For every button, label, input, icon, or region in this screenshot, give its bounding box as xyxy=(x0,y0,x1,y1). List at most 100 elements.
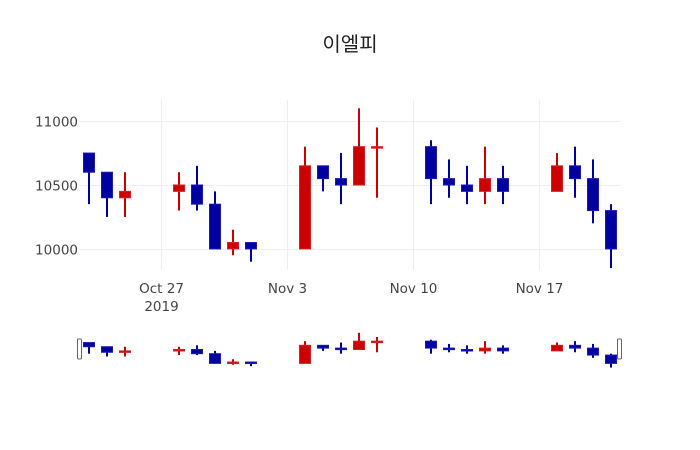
candle-down[interactable] xyxy=(605,204,617,269)
x-tick-year-label: 2019 xyxy=(144,299,178,315)
candle-body xyxy=(425,146,437,180)
candle-body xyxy=(101,346,113,353)
slider-candle-up[interactable] xyxy=(173,346,185,356)
candle-body xyxy=(317,165,329,180)
slider-candle-down[interactable] xyxy=(317,344,329,351)
candle-body xyxy=(587,178,599,212)
slider-candle-down[interactable] xyxy=(569,341,581,353)
candle-up[interactable] xyxy=(119,172,131,217)
candle-body xyxy=(605,210,617,250)
candle-up[interactable] xyxy=(173,172,185,211)
slider-candle-down[interactable] xyxy=(191,345,203,356)
slider-candle-down[interactable] xyxy=(245,361,257,367)
candle-body xyxy=(299,344,311,364)
candle-body xyxy=(551,165,563,192)
slider-candle-down[interactable] xyxy=(83,342,95,354)
candle-body xyxy=(353,340,365,351)
x-axis-ticks: Oct 27 2019 Nov 3 Nov 10 Nov 17 xyxy=(139,281,563,315)
candle-body xyxy=(569,344,581,349)
slider-candle-down[interactable] xyxy=(209,350,221,364)
candle-down[interactable] xyxy=(209,191,221,250)
candle-body xyxy=(227,361,239,365)
candles[interactable] xyxy=(83,108,617,269)
x-tick-label: Nov 17 xyxy=(516,281,564,297)
candle-down[interactable] xyxy=(317,165,329,192)
candle-body xyxy=(191,184,203,205)
y-tick-label: 11000 xyxy=(35,115,78,131)
slider-candle-up[interactable] xyxy=(119,346,131,357)
candle-body xyxy=(587,347,599,356)
slider-candle-up[interactable] xyxy=(299,341,311,364)
candle-body xyxy=(83,152,95,173)
slider-candle-up[interactable] xyxy=(479,341,491,354)
candle-down[interactable] xyxy=(569,146,581,198)
slider-candle-down[interactable] xyxy=(587,343,599,358)
candle-body xyxy=(551,344,563,352)
slider-candle-down[interactable] xyxy=(101,346,113,357)
candle-up[interactable] xyxy=(227,229,239,256)
candle-body xyxy=(227,242,239,250)
slider-candle-down[interactable] xyxy=(425,339,437,354)
candle-body xyxy=(479,178,491,192)
candle-down[interactable] xyxy=(83,152,95,205)
y-tick-label: 10000 xyxy=(35,243,78,259)
x-tick-label: Nov 3 xyxy=(268,281,307,297)
slider-candle-up[interactable] xyxy=(353,332,365,351)
slider-candle-up[interactable] xyxy=(371,336,383,353)
candle-down[interactable] xyxy=(245,242,257,262)
candle-body xyxy=(209,203,221,250)
candle-body xyxy=(443,347,455,351)
candle-body xyxy=(209,353,221,364)
slider-candle-down[interactable] xyxy=(605,353,617,368)
candle-down[interactable] xyxy=(497,165,509,205)
candle-up[interactable] xyxy=(479,146,491,205)
candle-body xyxy=(245,242,257,250)
gridlines xyxy=(80,100,620,270)
candle-body xyxy=(83,342,95,348)
candle-up[interactable] xyxy=(551,153,563,192)
candle-down[interactable] xyxy=(461,165,473,205)
candle-down[interactable] xyxy=(191,165,203,211)
range-slider[interactable] xyxy=(77,332,622,368)
candle-body xyxy=(461,184,473,192)
candle-body xyxy=(299,165,311,250)
slider-candle-down[interactable] xyxy=(335,342,347,354)
candle-body xyxy=(173,184,185,192)
candle-body xyxy=(245,361,257,365)
candle-up[interactable] xyxy=(299,146,311,250)
x-tick-label: Nov 10 xyxy=(390,281,438,297)
candle-body xyxy=(371,340,383,344)
candle-body xyxy=(605,354,617,364)
candle-body xyxy=(317,344,329,349)
candle-down[interactable] xyxy=(587,159,599,224)
y-axis-ticks: 10000 10500 11000 xyxy=(35,115,78,259)
candle-body xyxy=(425,340,437,349)
range-slider-candles xyxy=(83,332,617,368)
candle-body xyxy=(119,190,131,199)
candle-body xyxy=(371,146,383,149)
candle-body xyxy=(569,165,581,180)
range-slider-left-handle[interactable] xyxy=(77,338,82,360)
candle-body xyxy=(497,347,509,352)
candle-body xyxy=(353,146,365,186)
candle-up[interactable] xyxy=(353,108,365,186)
slider-candle-up[interactable] xyxy=(227,359,239,365)
candle-down[interactable] xyxy=(443,159,455,198)
candle-up[interactable] xyxy=(371,127,383,198)
candle-body xyxy=(479,347,491,352)
chart-title: 이엘피 xyxy=(322,32,378,56)
candle-body xyxy=(443,178,455,186)
slider-candle-down[interactable] xyxy=(461,345,473,354)
slider-candle-down[interactable] xyxy=(497,345,509,354)
range-slider-right-handle[interactable] xyxy=(617,338,622,360)
candle-body xyxy=(335,178,347,186)
candle-down[interactable] xyxy=(425,140,437,205)
x-tick-label: Oct 27 xyxy=(139,281,184,297)
slider-candle-down[interactable] xyxy=(443,343,455,353)
slider-candle-up[interactable] xyxy=(551,342,563,352)
candle-body xyxy=(335,347,347,351)
candle-body xyxy=(101,171,113,199)
candle-down[interactable] xyxy=(101,171,113,217)
candle-down[interactable] xyxy=(335,153,347,205)
